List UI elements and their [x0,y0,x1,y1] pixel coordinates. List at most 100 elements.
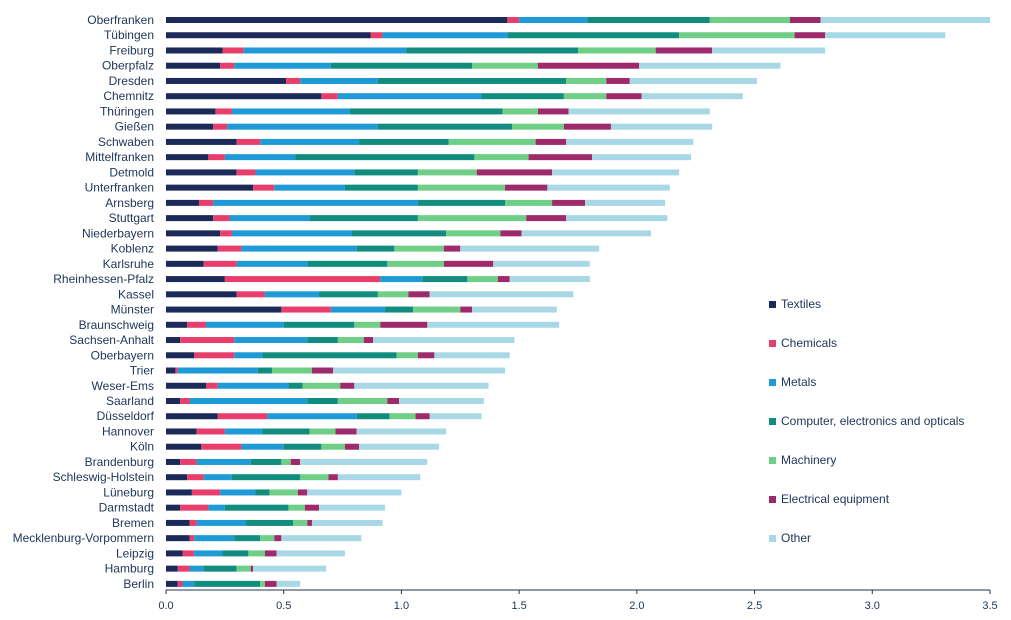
bar-segment-other [429,291,574,298]
bar-segment-electrical-equipment [443,245,461,252]
bar-segment-chemicals [213,123,228,130]
bar-segment-metals [241,443,284,450]
bar-segment-machinery [417,169,477,176]
bar-segment-chemicals [187,321,207,328]
bar-segment-other [311,519,383,526]
bar-segment-textiles [166,47,223,54]
bar-segment-electrical-equipment [500,230,522,237]
bar-segment-other [592,154,692,161]
bar-segment-machinery [578,47,656,54]
bar-segment-textiles [166,245,218,252]
x-tick-label: 0.0 [158,600,173,612]
bar-segment-computer-electronics-and-opticals [481,93,564,100]
bar-segment-computer-electronics-and-opticals [222,550,249,557]
legend-swatch [769,379,776,386]
bar-segment-metals [203,474,232,481]
bar-segment-electrical-equipment [340,382,355,389]
bar-segment-chemicals [213,215,230,222]
legend-label: Chemicals [781,336,837,350]
bar-segment-chemicals [189,535,195,542]
bar-segment-machinery [502,108,538,115]
bar-segment-chemicals [191,489,221,496]
bar-segment-computer-electronics-and-opticals [417,199,506,206]
bar-segment-machinery [293,519,308,526]
x-tick-label: 2.5 [747,600,762,612]
bar-segment-textiles [166,535,190,542]
bar-segment-textiles [166,123,214,130]
bar-segment-textiles [166,230,221,237]
bar-segment-computer-electronics-and-opticals [224,504,289,511]
bar-segment-chemicals [507,17,520,23]
category-label: Karlsruhe [103,257,155,271]
bar-segment-metals [380,276,423,283]
bar-segment-machinery [389,413,416,420]
bar-segment-other [253,565,327,572]
bar-segment-machinery [271,367,312,374]
bar-segment-computer-electronics-and-opticals [377,123,513,130]
bar-segment-computer-electronics-and-opticals [246,519,294,526]
category-label: Mittelfranken [85,150,154,164]
bar-segment-machinery [337,337,364,344]
bar-segment-machinery [472,62,538,69]
category-label: Schleswig-Holstein [53,470,154,484]
bar-segment-textiles [166,519,190,526]
category-label: Oberfranken [87,13,154,27]
bar-segment-metals [217,382,289,389]
bar-segment-electrical-equipment [264,550,277,557]
bar-segment-electrical-equipment [535,138,567,145]
legend-label: Other [781,531,811,545]
bar-segment-metals [337,93,482,100]
category-label: Braunschweig [79,318,154,332]
bar-segment-computer-electronics-and-opticals [307,260,388,267]
bar-segment-chemicals [217,245,242,252]
bar-segment-textiles [166,62,221,69]
bar-segment-chemicals [224,276,381,283]
bar-segment-electrical-equipment [344,443,360,450]
bar-segment-electrical-equipment [443,260,494,267]
bar-segment-textiles [166,428,197,435]
bar-segment-computer-electronics-and-opticals [283,443,322,450]
bar-segment-computer-electronics-and-opticals [507,32,680,39]
bar-segment-metals [189,565,204,572]
category-label: Dresden [109,74,154,88]
category-label: Chemnitz [103,89,154,103]
legend-item-other: Other [769,531,811,545]
bar-segment-other [281,535,362,542]
bar-segment-metals [330,306,385,313]
bar-segment-metals [194,535,235,542]
bar-segment-machinery [387,260,444,267]
bar-segment-machinery [354,321,381,328]
category-label: Trier [130,364,154,378]
bar-segment-electrical-equipment [537,108,569,115]
bar-segment-other [337,474,421,481]
bar-segment-metals [229,215,310,222]
x-tick-label: 2.0 [629,600,644,612]
bar-segment-computer-electronics-and-opticals [307,337,338,344]
category-label: Brandenburg [85,455,154,469]
bar-segment-machinery [417,215,527,222]
x-axis-ticks: 0.0 0.5 1.0 1.5 2.0 2.5 3.0 3.5 [158,590,998,612]
bar-segment-machinery [512,123,564,130]
bar-segment-computer-electronics-and-opticals [234,535,261,542]
bar-segment-electrical-equipment [528,154,593,161]
bar-segment-textiles [166,77,287,84]
category-label: Arnsberg [105,196,154,210]
bar-segment-other [566,215,668,222]
bar-segment-computer-electronics-and-opticals [330,62,473,69]
category-label: Oberpfalz [102,59,154,73]
bar-segment-other [568,108,710,115]
bar-segment-metals [220,489,256,496]
category-label: Hamburg [105,562,154,576]
bar-segment-electrical-equipment [606,93,642,100]
legend-swatch [769,457,776,464]
bar-segment-textiles [166,306,282,313]
bar-segment-chemicals [196,428,225,435]
legend-swatch [769,535,776,542]
bar-segment-metals [182,580,195,587]
bar-segment-machinery [302,382,341,389]
bar-segment-computer-electronics-and-opticals [344,184,418,191]
bar-area [166,17,990,587]
bar-segment-other [356,428,447,435]
bar-segment-machinery [281,458,291,465]
bar-segment-electrical-equipment [552,199,586,206]
